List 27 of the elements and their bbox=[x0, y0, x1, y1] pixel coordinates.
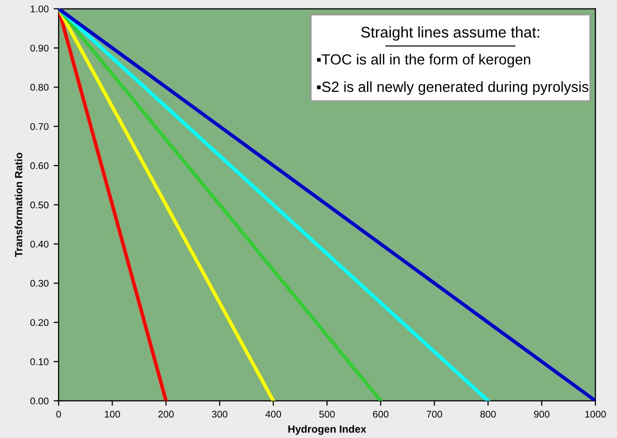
y-tick-label: 0.00 bbox=[30, 398, 49, 404]
x-tick-label: 100 bbox=[104, 410, 120, 418]
x-tick-label: 900 bbox=[534, 410, 550, 418]
y-axis-title: Transformation Ratio bbox=[14, 152, 22, 258]
x-tick-label: 200 bbox=[158, 410, 174, 418]
x-tick-label: 1000 bbox=[585, 410, 606, 418]
y-tick-label: 0.50 bbox=[30, 202, 49, 208]
y-tick-label: 0.30 bbox=[30, 280, 49, 287]
y-tick-label: 0.40 bbox=[30, 240, 49, 248]
x-tick-label: 600 bbox=[373, 410, 388, 418]
annotation: ▪TOC is all in the form of kerogen bbox=[317, 54, 530, 68]
y-tick-label: 0.90 bbox=[30, 44, 49, 52]
x-tick-label: 300 bbox=[212, 410, 228, 418]
annotation: Straight lines assume that: bbox=[361, 26, 540, 41]
x-tick-label: 500 bbox=[319, 410, 335, 418]
x-tick-label: 400 bbox=[265, 410, 282, 418]
x-axis-title: Hydrogen Index bbox=[288, 425, 366, 435]
y-tick-label: 0.70 bbox=[30, 123, 49, 130]
y-tick-label: 0.80 bbox=[30, 84, 49, 91]
y-tick-label: 0.10 bbox=[30, 358, 49, 366]
y-tick-label: 0.20 bbox=[30, 319, 49, 326]
x-tick-label: 0 bbox=[56, 410, 61, 418]
y-tick-label: 1.00 bbox=[30, 5, 49, 12]
annotation: ▪S2 is all newly generated during pyrolysis bbox=[317, 81, 588, 95]
x-tick-label: 700 bbox=[426, 410, 442, 418]
x-tick-label: 800 bbox=[480, 410, 496, 418]
y-tick-label: 0.60 bbox=[30, 162, 49, 170]
